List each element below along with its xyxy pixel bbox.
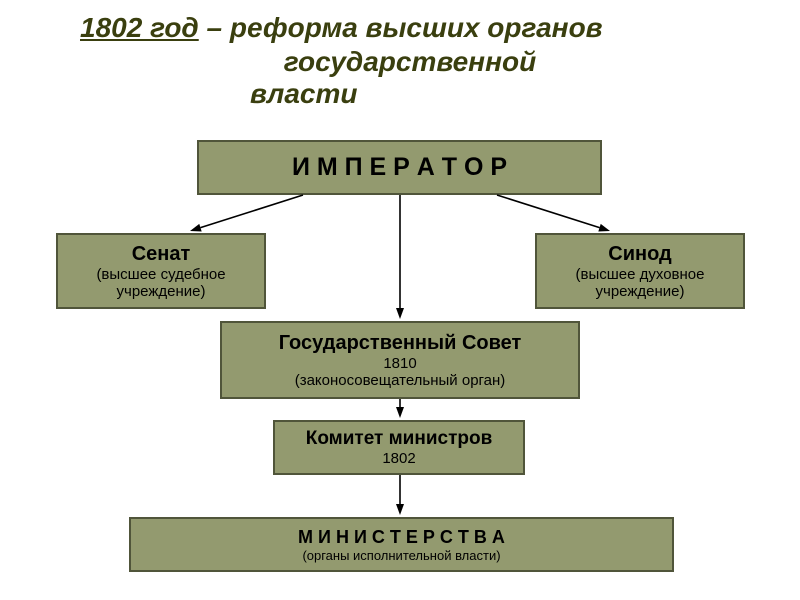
synod-label: Синод (608, 243, 671, 266)
ministries-label: М И Н И С Т Е Р С Т В А (298, 527, 505, 548)
box-state-council: Государственный Совет 1810 (законосовеща… (220, 321, 580, 399)
box-senate: Сенат (высшее судебное учреждение) (56, 233, 266, 309)
committee-label: Комитет министров (306, 428, 493, 450)
council-label: Государственный Совет (279, 332, 522, 355)
council-sub: (законосовещательный орган) (295, 372, 506, 389)
committee-year: 1802 (382, 450, 415, 467)
diagram-title: 1802 год – реформа высших органов госуда… (80, 12, 740, 110)
council-year: 1810 (383, 355, 416, 372)
box-emperor: И М П Е Р А Т О Р (197, 140, 602, 195)
box-synod: Синод (высшее духовное учреждение) (535, 233, 745, 309)
title-year: 1802 год (80, 12, 199, 43)
synod-sub: (высшее духовное учреждение) (543, 266, 737, 300)
title-rest: – реформа высших органов (199, 12, 603, 43)
title-line3: власти (250, 78, 740, 110)
ministries-sub: (органы исполнительной власти) (302, 548, 500, 563)
title-line2: государственной (80, 46, 740, 78)
emperor-label: И М П Е Р А Т О Р (292, 153, 507, 182)
box-ministries: М И Н И С Т Е Р С Т В А (органы исполнит… (129, 517, 674, 572)
senate-label: Сенат (132, 243, 191, 266)
senate-sub: (высшее судебное учреждение) (64, 266, 258, 300)
box-committee: Комитет министров 1802 (273, 420, 525, 475)
